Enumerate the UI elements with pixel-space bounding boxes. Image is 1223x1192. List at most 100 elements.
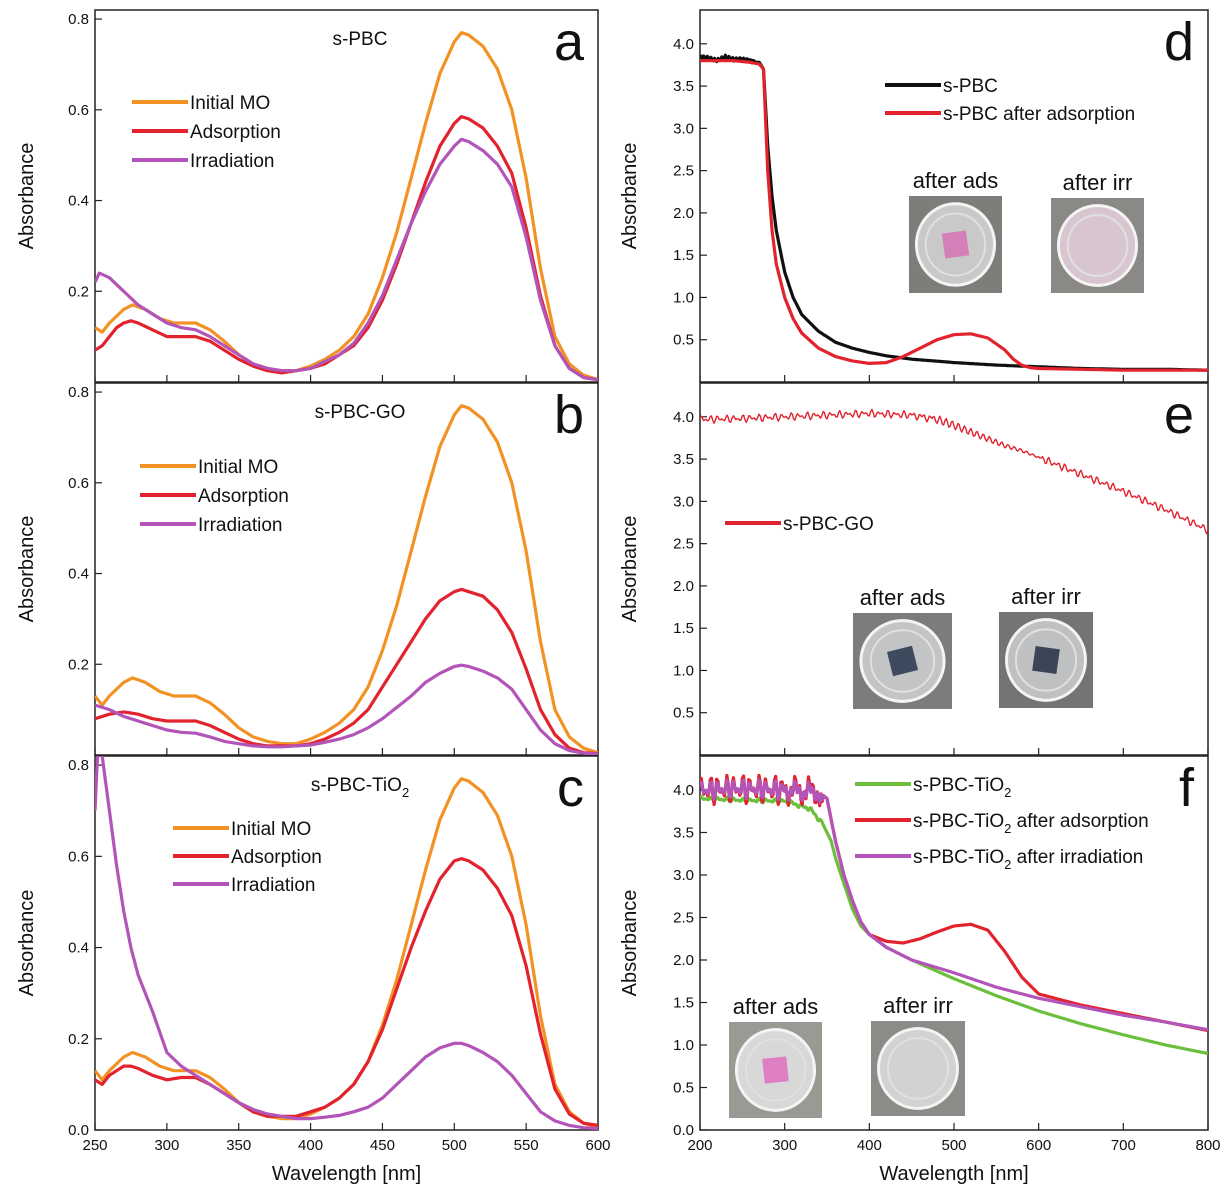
legend-label: Irradiation xyxy=(190,151,275,172)
y-tick-label: 0.2 xyxy=(68,283,89,300)
series-line-c-2 xyxy=(95,756,598,1130)
y-tick-label: 0.5 xyxy=(673,1080,694,1097)
y-tick-label: 0.6 xyxy=(68,475,89,492)
panel-letter: e xyxy=(1164,385,1194,445)
x-tick-label: 700 xyxy=(1111,1137,1136,1154)
y-tick-label: 1.0 xyxy=(673,1037,694,1054)
plot-frame xyxy=(94,9,599,383)
petri-dish-rim xyxy=(924,212,987,277)
y-tick-label: 1.0 xyxy=(673,662,694,679)
y-tick-label: 0.0 xyxy=(68,1122,89,1139)
y-tick-label: 1.5 xyxy=(673,620,694,637)
x-tick-label: 600 xyxy=(1026,1137,1051,1154)
series-line-c-1 xyxy=(95,857,598,1127)
y-axis-title: Absorbance xyxy=(16,143,38,250)
y-tick-label: 2.0 xyxy=(673,578,694,595)
beaker-photo-icon xyxy=(729,1022,822,1118)
x-tick-label: 450 xyxy=(370,1137,395,1154)
panel-d: 0.5 1.0 1.5 2.0 2.5 3.0 3.5 4.0 Absorbance d s-PBC… xyxy=(619,9,1209,383)
legend-label: s-PBC-TiO2 after adsorption xyxy=(913,811,1149,836)
legend-label: Irradiation xyxy=(231,875,316,896)
y-tick-label: 0.6 xyxy=(68,102,89,119)
x-tick-label: 200 xyxy=(687,1137,712,1154)
y-tick-label: 0.5 xyxy=(673,705,694,722)
sample-film xyxy=(1032,645,1060,675)
y-tick-label: 3.0 xyxy=(673,867,694,884)
petri-dish xyxy=(1056,204,1139,287)
panel-a: 0.2 0.4 0.6 0.8 Absorbance a s-PBC Initial MO Ad… xyxy=(16,9,599,383)
y-tick-label: 0.8 xyxy=(68,757,89,774)
y-tick-label: 0.4 xyxy=(68,566,89,583)
plot-frame xyxy=(699,382,1209,756)
y-tick-label: 1.5 xyxy=(673,247,694,264)
y-tick-label: 0.4 xyxy=(68,940,89,957)
plot-frame xyxy=(94,382,599,756)
y-tick-label: 0.2 xyxy=(68,1031,89,1048)
legend-label: Initial MO xyxy=(198,457,278,478)
y-tick-label: 2.5 xyxy=(673,536,694,553)
y-tick-label: 3.5 xyxy=(673,451,694,468)
x-tick-label: 500 xyxy=(442,1137,467,1154)
y-tick-label: 0.8 xyxy=(68,384,89,401)
legend-label: s-PBC-GO xyxy=(783,514,874,535)
series-line-b-0 xyxy=(95,404,598,755)
panel-letter: c xyxy=(557,758,584,818)
panel-f: 200 300 400 500 600 700 800 0.0 0.5 1.0 1.5 2.0 2.5 3… xyxy=(619,755,1221,1185)
y-tick-label: 3.0 xyxy=(673,493,694,510)
beaker-photo-icon xyxy=(999,612,1093,708)
y-tick-label: 0.4 xyxy=(68,193,89,210)
panel-c: 250 300 350 400 450 500 550 600 0.0 0.2 0.4 0.6 0.8 A… xyxy=(16,755,611,1185)
x-tick-label: 400 xyxy=(857,1137,882,1154)
inset-label: after ads xyxy=(860,585,946,610)
panel-title: s-PBC-TiO2 xyxy=(311,775,409,800)
inset-label: after ads xyxy=(733,994,819,1019)
y-tick-label: 1.0 xyxy=(673,289,694,306)
series-line-e-0 xyxy=(700,408,1208,535)
x-tick-label: 550 xyxy=(514,1137,539,1154)
petri-dish-rim xyxy=(744,1038,807,1102)
series-line-b-2 xyxy=(95,663,598,755)
y-tick-label: 3.0 xyxy=(673,120,694,137)
x-tick-label: 800 xyxy=(1195,1137,1220,1154)
sample-film xyxy=(762,1056,789,1084)
x-tick-label: 400 xyxy=(298,1137,323,1154)
panel-letter: d xyxy=(1164,12,1194,72)
series-line-d-1 xyxy=(700,59,1208,372)
panel-title: s-PBC xyxy=(333,29,388,50)
panel-letter: b xyxy=(554,385,584,445)
y-tick-label: 2.5 xyxy=(673,910,694,927)
inset-label: after irr xyxy=(1063,170,1133,195)
sample-film xyxy=(941,230,970,259)
x-axis-title: Wavelength [nm] xyxy=(272,1163,421,1185)
inset-label: after irr xyxy=(1011,584,1081,609)
x-tick-label: 600 xyxy=(585,1137,610,1154)
petri-dish-rim xyxy=(1014,628,1078,692)
y-axis-title: Absorbance xyxy=(16,516,38,623)
sample-film xyxy=(886,645,919,677)
beaker-photo-icon xyxy=(853,613,952,709)
petri-dish-rim xyxy=(869,629,936,693)
y-tick-label: 0.0 xyxy=(673,1122,694,1139)
panel-title: s-PBC-GO xyxy=(315,402,406,423)
petri-dish xyxy=(877,1027,959,1110)
y-tick-label: 2.0 xyxy=(673,952,694,969)
y-tick-label: 0.5 xyxy=(673,332,694,349)
y-axis-title: Absorbance xyxy=(16,890,38,997)
x-tick-label: 300 xyxy=(154,1137,179,1154)
y-axis-title: Absorbance xyxy=(619,143,641,250)
petri-dish-rim xyxy=(1066,214,1129,277)
y-tick-label: 1.5 xyxy=(673,995,694,1012)
series-line-f-0 xyxy=(700,795,1208,1056)
inset-label: after irr xyxy=(883,993,953,1018)
series-line-b-1 xyxy=(95,587,598,755)
y-tick-label: 2.0 xyxy=(673,205,694,222)
y-tick-label: 0.6 xyxy=(68,848,89,865)
petri-dish-rim xyxy=(886,1037,950,1100)
y-tick-label: 0.8 xyxy=(68,11,89,28)
x-axis-title: Wavelength [nm] xyxy=(879,1163,1028,1185)
y-axis-title: Absorbance xyxy=(619,890,641,997)
legend-label: s-PBC-TiO2 after irradiation xyxy=(913,847,1143,872)
y-tick-label: 4.0 xyxy=(673,36,694,53)
legend-label: Initial MO xyxy=(190,93,270,114)
